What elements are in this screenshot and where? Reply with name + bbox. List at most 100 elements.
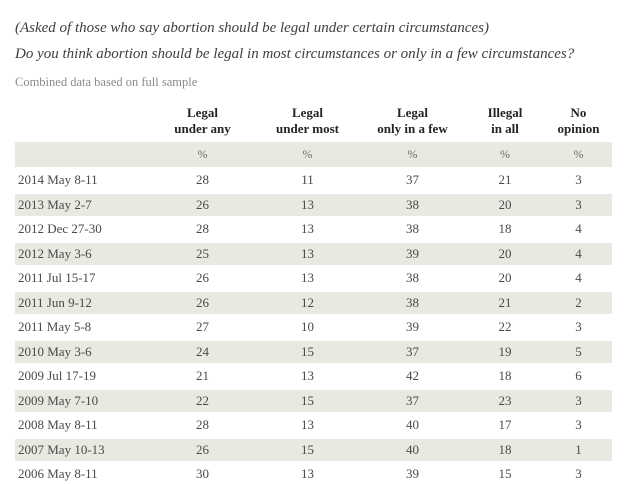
table-row: 2009 May 7-10 22 15 37 23 3: [15, 387, 612, 414]
row-date: 2014 May 8-11: [18, 172, 98, 188]
row-value: 13: [301, 466, 314, 482]
row-value: 12: [301, 294, 314, 310]
row-value: 11: [301, 172, 314, 188]
column-header-legal-under-any: Legal under any: [150, 105, 255, 137]
table-row: 2011 Jul 15-17 26 13 38 20 4: [15, 267, 612, 290]
column-header-line: under most: [276, 121, 339, 136]
table-row: 2011 Jun 9-12 26 12 38 21 2: [15, 289, 612, 316]
column-header-line: only in a few: [377, 121, 448, 136]
row-value: 21: [196, 368, 209, 384]
row-value: 30: [196, 466, 209, 482]
row-value: 28: [196, 221, 209, 237]
row-value: 26: [196, 441, 209, 457]
row-value: 40: [406, 417, 419, 433]
row-date: 2011 Jul 15-17: [18, 270, 96, 286]
row-value: 15: [301, 392, 314, 408]
row-value: 27: [196, 319, 209, 335]
row-value: 5: [575, 343, 582, 359]
row-value: 37: [406, 392, 419, 408]
row-value: 22: [196, 392, 209, 408]
row-value: 20: [498, 196, 512, 212]
row-value: 38: [406, 196, 419, 212]
row-value: 4: [575, 221, 582, 237]
row-value: 4: [575, 270, 582, 286]
table-row: 2012 May 3-6 25 13 39 20 4: [15, 240, 612, 267]
row-value: 13: [301, 417, 314, 433]
table-row: 2008 May 8-11 28 13 40 17 3: [15, 414, 612, 437]
row-value: 38: [406, 270, 419, 286]
table-row: 2012 Dec 27-30 28 13 38 18 4: [15, 218, 612, 241]
row-value: 13: [301, 368, 314, 384]
row-value: 3: [575, 466, 582, 482]
row-date: 2011 May 5-8: [18, 319, 92, 335]
column-header-line: in all: [491, 121, 519, 136]
row-date: 2007 May 10-13: [18, 441, 105, 457]
column-header-no-opinion: No opinion: [545, 105, 612, 137]
row-value: 20: [498, 245, 512, 261]
row-value: 3: [575, 392, 582, 408]
percent-row: % % % % %: [15, 140, 612, 169]
row-date: 2011 Jun 9-12: [18, 294, 92, 310]
column-header-line: Legal: [291, 105, 324, 120]
row-date: 2013 May 2-7: [18, 196, 92, 212]
column-header-legal-under-most: Legal under most: [255, 105, 360, 137]
table-row: 2010 May 3-6 24 15 37 19 5: [15, 338, 612, 365]
row-value: 15: [498, 466, 512, 482]
row-value: 4: [575, 245, 582, 261]
column-header-line: Legal: [186, 105, 219, 120]
percent-sign: %: [573, 147, 584, 161]
column-header-line: opinion: [557, 121, 600, 136]
row-value: 18: [498, 221, 512, 237]
row-date: 2012 Dec 27-30: [18, 221, 102, 237]
row-value: 13: [301, 196, 314, 212]
row-date: 2009 Jul 17-19: [18, 368, 96, 384]
table-row: 2014 May 8-11 28 11 37 21 3: [15, 169, 612, 192]
row-value: 20: [498, 270, 512, 286]
row-value: 39: [406, 319, 419, 335]
row-value: 40: [406, 441, 419, 457]
row-value: 19: [498, 343, 512, 359]
row-value: 21: [498, 172, 512, 188]
column-header-line: No: [570, 105, 587, 120]
row-value: 24: [196, 343, 209, 359]
row-value: 38: [406, 221, 419, 237]
row-date: 2010 May 3-6: [18, 343, 92, 359]
row-value: 3: [575, 196, 582, 212]
row-value: 3: [575, 417, 582, 433]
row-value: 17: [498, 417, 512, 433]
row-value: 6: [575, 368, 582, 384]
row-value: 18: [498, 368, 512, 384]
results-table: Legal under any Legal under most Legal o…: [15, 105, 612, 484]
table-row: 2013 May 2-7 26 13 38 20 3: [15, 191, 612, 218]
row-value: 10: [301, 319, 314, 335]
row-value: 39: [406, 245, 419, 261]
sample-note: Combined data based on full sample: [15, 75, 198, 89]
row-value: 13: [301, 221, 314, 237]
percent-sign: %: [302, 147, 313, 161]
row-value: 21: [498, 294, 512, 310]
row-value: 1: [575, 441, 582, 457]
column-header-line: Illegal: [487, 105, 523, 120]
row-value: 28: [196, 417, 209, 433]
percent-sign: %: [500, 147, 510, 161]
column-header-legal-only-few: Legal only in a few: [360, 105, 465, 137]
row-value: 38: [406, 294, 419, 310]
row-value: 3: [575, 319, 582, 335]
column-header-illegal-in-all: Illegal in all: [465, 105, 545, 137]
table-body: 2014 May 8-11 28 11 37 21 3 2013 May 2-7 26 13 38…: [15, 169, 612, 484]
row-value: 15: [301, 343, 314, 359]
question-text: Do you think abortion should be legal in…: [15, 46, 575, 62]
row-value: 22: [498, 319, 512, 335]
table-row: 2006 May 8-11 30 13 39 15 3: [15, 463, 612, 484]
row-value: 2: [575, 294, 582, 310]
row-value: 37: [406, 172, 419, 188]
percent-sign: %: [407, 147, 418, 161]
row-date: 2006 May 8-11: [18, 466, 98, 482]
row-value: 42: [406, 368, 419, 384]
column-header-line: Legal: [396, 105, 429, 120]
row-value: 26: [196, 196, 209, 212]
column-header-line: under any: [174, 121, 231, 136]
table-row: 2011 May 5-8 27 10 39 22 3: [15, 316, 612, 339]
row-value: 15: [301, 441, 314, 457]
